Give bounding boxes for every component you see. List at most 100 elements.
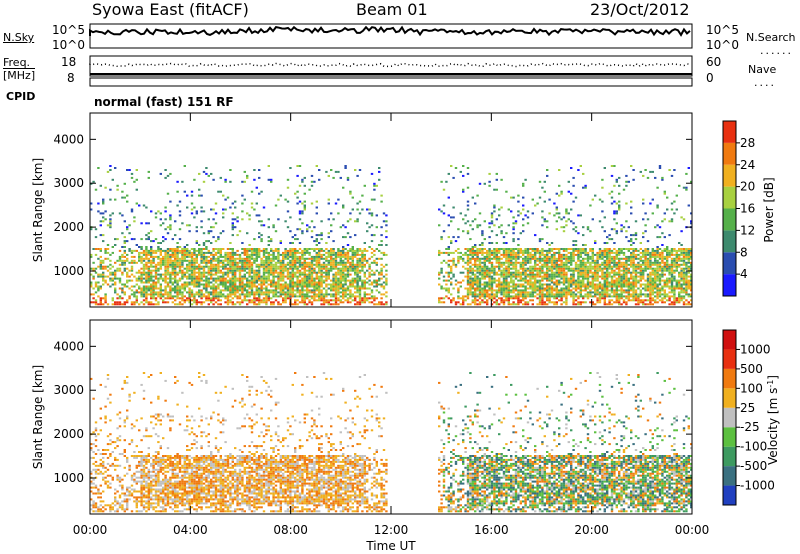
echo-cell (462, 257, 465, 260)
echo-cell (176, 261, 179, 264)
echo-cell (498, 283, 501, 286)
echo-cell (546, 275, 549, 278)
echo-cell (90, 208, 93, 211)
echo-cell (356, 220, 359, 223)
echo-cell (493, 210, 496, 213)
echo-cell (267, 297, 270, 300)
echo-cell (603, 275, 606, 278)
echo-cell (178, 267, 182, 270)
echo-cell (447, 253, 450, 256)
echo-cell (361, 299, 364, 302)
echo-cell (229, 259, 232, 262)
echo-cell (174, 295, 177, 298)
echo-cell (116, 269, 119, 272)
echo-cell (274, 255, 278, 258)
echo-cell (296, 238, 299, 241)
echo-cell (169, 277, 172, 280)
echo-cell (370, 269, 374, 272)
echo-cell (505, 255, 508, 258)
echo-cell (171, 251, 174, 254)
echo-cell (262, 287, 266, 290)
echo-cell (272, 263, 275, 266)
echo-cell (500, 261, 503, 264)
echo-cell (142, 291, 146, 294)
echo-cell (205, 261, 208, 264)
echo-cell (320, 220, 323, 223)
echo-cell (615, 202, 618, 205)
echo-cell (610, 277, 614, 280)
echo-cell (282, 289, 285, 292)
echo-cell (138, 257, 141, 260)
echo-cell (560, 192, 563, 195)
echo-cell (517, 249, 520, 252)
echo-cell (164, 273, 167, 276)
echo-cell (226, 289, 230, 292)
echo-cell (584, 249, 587, 252)
echo-cell (622, 289, 626, 292)
echo-cell (577, 271, 580, 274)
echo-cell (200, 303, 203, 306)
echo-cell (514, 293, 518, 296)
echo-cell (510, 249, 513, 252)
echo-cell (512, 232, 515, 235)
echo-cell (574, 263, 578, 266)
echo-cell (502, 281, 506, 284)
echo-cell (178, 200, 182, 203)
echo-cell (630, 289, 633, 292)
echo-cell (130, 172, 134, 175)
echo-cell (210, 261, 213, 264)
echo-cell (368, 267, 371, 270)
echo-cell (219, 299, 222, 302)
echo-cell (493, 206, 496, 209)
echo-cell (634, 267, 638, 270)
echo-cell (337, 291, 340, 294)
echo-cell (205, 299, 208, 302)
echo-cell (154, 277, 158, 280)
echo-cell (627, 263, 630, 266)
echo-cell (282, 277, 285, 280)
echo-cell (579, 285, 582, 288)
echo-cell (255, 293, 258, 296)
echo-cell (586, 297, 590, 300)
echo-cell (176, 287, 179, 290)
echo-cell (495, 265, 498, 268)
echo-cell (344, 281, 347, 284)
echo-cell (522, 269, 525, 272)
echo-cell (270, 263, 273, 266)
echo-cell (318, 293, 321, 296)
echo-cell (481, 271, 484, 274)
echo-cell (351, 281, 354, 284)
echo-cell (488, 255, 491, 258)
echo-cell (476, 263, 479, 266)
echo-cell (613, 279, 616, 282)
echo-cell (294, 234, 297, 237)
echo-cell (162, 289, 165, 292)
echo-cell (262, 255, 266, 258)
echo-cell (217, 263, 220, 266)
echo-cell (500, 271, 503, 274)
echo-cell (373, 249, 376, 252)
echo-cell (546, 291, 549, 294)
echo-cell (332, 299, 335, 302)
echo-cell (555, 265, 558, 268)
echo-cell (296, 265, 299, 268)
echo-cell (582, 275, 585, 278)
echo-cell (253, 291, 256, 294)
echo-cell (517, 279, 520, 282)
echo-cell (548, 269, 551, 272)
echo-cell (375, 263, 378, 266)
echo-cell (562, 271, 566, 274)
echo-cell (512, 249, 515, 252)
echo-cell (298, 261, 302, 264)
echo-cell (634, 271, 638, 274)
echo-cell (306, 249, 309, 252)
echo-cell (190, 255, 194, 258)
echo-cell (526, 303, 530, 306)
echo-cell (258, 279, 261, 282)
echo-cell (577, 275, 580, 278)
echo-cell (567, 265, 570, 268)
echo-cell (375, 303, 378, 306)
echo-cell (130, 251, 134, 254)
echo-cell (562, 257, 566, 260)
echo-cell (334, 265, 338, 268)
